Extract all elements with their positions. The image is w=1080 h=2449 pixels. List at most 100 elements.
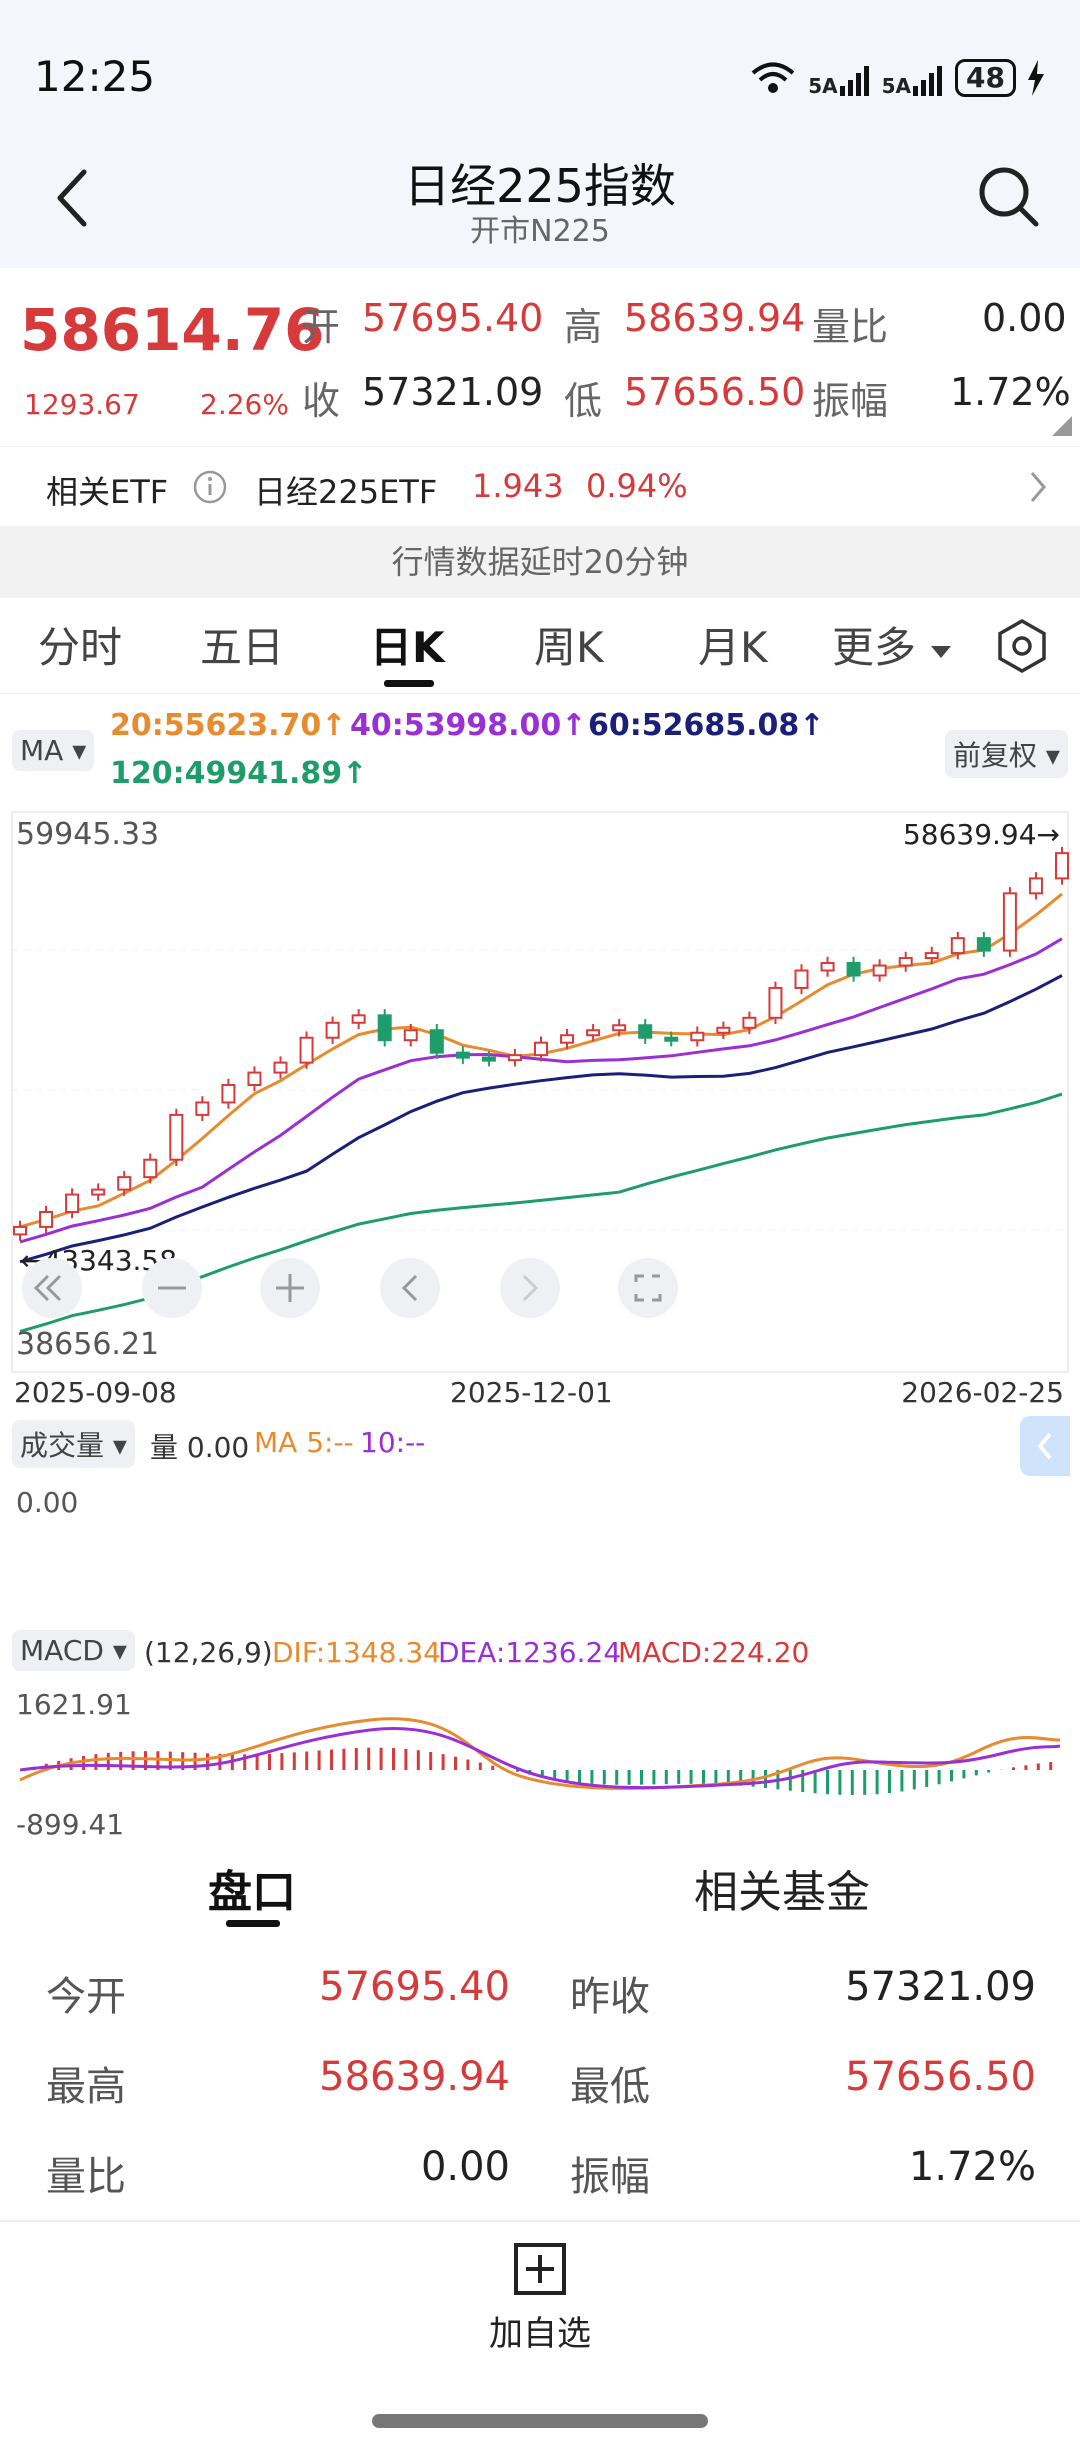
page-title: 日经225指数 — [404, 159, 676, 213]
candle-body — [117, 1176, 132, 1191]
ma-selector[interactable]: MA ▾ — [12, 730, 95, 771]
candle-body — [794, 969, 809, 989]
adjust-selector[interactable]: 前复权 ▾ — [945, 730, 1068, 778]
macd-bar — [987, 1770, 991, 1773]
chevron-left-icon — [1037, 1432, 1052, 1460]
macd-bar — [280, 1753, 284, 1770]
home-indicator[interactable] — [372, 2414, 708, 2428]
quote-panel: 58614.76 1293.67 2.26% 开 57695.40 高 5863… — [0, 268, 1080, 438]
low-value: 57656.50 — [624, 370, 806, 414]
candle-body — [716, 1026, 731, 1034]
macd-bar — [478, 1762, 482, 1770]
candle-body — [91, 1188, 106, 1196]
max-marker: 58639.94→ — [903, 818, 1060, 851]
status-icons: 5A 5A 48 — [748, 56, 1046, 100]
macd-bar — [838, 1770, 842, 1795]
footer-bar: 加自选 — [0, 2220, 1080, 2449]
macd-bar — [144, 1751, 147, 1770]
macd-bar — [962, 1770, 966, 1779]
chevron-right-icon[interactable] — [1026, 469, 1050, 505]
macd-value: MACD:224.20 — [618, 1636, 810, 1669]
tab-more[interactable]: 更多 — [832, 614, 953, 675]
macd-y-top: 1621.91 — [16, 1688, 132, 1721]
side-panel-toggle[interactable] — [1020, 1416, 1070, 1476]
macd-bar — [392, 1748, 395, 1770]
zoom-in-button[interactable] — [260, 1258, 320, 1318]
macd-bar — [850, 1770, 854, 1796]
rewind-button[interactable] — [22, 1258, 82, 1318]
macd-bar — [354, 1748, 358, 1770]
settings-icon[interactable] — [994, 618, 1050, 674]
etf-price: 1.943 — [472, 467, 564, 505]
candle-body — [273, 1061, 288, 1074]
zoom-out-button[interactable] — [142, 1258, 202, 1318]
stat-label: 量比 — [46, 2154, 126, 2200]
macd-bar — [206, 1753, 209, 1770]
related-etf-row[interactable]: 相关ETF 日经225ETF 1.943 0.94% — [0, 446, 1080, 526]
x-label-start: 2025-09-08 — [14, 1376, 177, 1409]
candle-body — [429, 1029, 444, 1054]
tab-monthly-k[interactable]: 月K — [698, 623, 768, 672]
x-label-mid: 2025-12-01 — [450, 1376, 613, 1409]
macd-dif: DIF:1348.34 — [272, 1636, 441, 1669]
pan-right-button[interactable] — [500, 1258, 560, 1318]
charging-icon — [1028, 60, 1044, 96]
stat-value: 58639.94 — [319, 2054, 510, 2100]
signal-1-icon: 5A — [808, 58, 871, 98]
tab-related-funds[interactable]: 相关基金 — [694, 1867, 870, 1918]
macd-bar — [82, 1756, 85, 1770]
candle-body — [195, 1101, 210, 1116]
macd-bar — [342, 1748, 346, 1770]
candle-body — [65, 1193, 80, 1213]
macd-bar — [292, 1752, 296, 1770]
add-watchlist-label: 加自选 — [489, 2314, 591, 2354]
fullscreen-button[interactable] — [618, 1258, 678, 1318]
macd-selector[interactable]: MACD ▾ — [12, 1630, 135, 1671]
corner-expand-icon[interactable] — [1052, 416, 1072, 436]
plus-square-icon — [514, 2243, 566, 2295]
candle-body — [872, 964, 887, 977]
prev-close-value: 57321.09 — [362, 370, 544, 414]
macd-bar — [305, 1751, 309, 1770]
tab-order-book[interactable]: 盘口 — [208, 1867, 296, 1918]
back-icon[interactable] — [52, 168, 92, 228]
adjust-selector-label: 前复权 — [953, 739, 1038, 772]
y-top-label: 59945.33 — [16, 817, 159, 852]
candle-body — [169, 1113, 184, 1161]
candle-body — [898, 957, 913, 967]
macd-bar — [640, 1770, 643, 1785]
vol-ratio-value: 0.00 — [982, 296, 1067, 340]
macd-bar — [950, 1770, 953, 1782]
add-watchlist-button[interactable]: 加自选 — [480, 2242, 600, 2355]
candle-body — [950, 937, 965, 955]
tab-weekly-k[interactable]: 周K — [534, 623, 604, 672]
macd-bar — [441, 1754, 445, 1770]
ma40-value: 40:53998.00↑ — [350, 708, 587, 743]
candle-body — [1002, 892, 1017, 952]
macd-bar — [540, 1770, 544, 1778]
macd-bar — [726, 1770, 730, 1785]
macd-bar — [863, 1770, 867, 1795]
macd-chart — [19, 1717, 1061, 1796]
macd-bar — [677, 1770, 681, 1784]
nav-bar: 日经225指数 开市N225 — [0, 150, 1080, 268]
macd-bar — [416, 1750, 420, 1770]
stat-row: 今开 57695.40 昨收 57321.09 — [0, 1940, 1080, 2030]
macd-bar — [94, 1754, 98, 1770]
pan-left-button[interactable] — [380, 1258, 440, 1318]
macd-histogram — [32, 1747, 1053, 1796]
info-icon[interactable] — [192, 469, 228, 505]
volume-selector[interactable]: 成交量 ▾ — [12, 1420, 135, 1468]
stat-row: 最高 58639.94 最低 57656.50 — [0, 2030, 1080, 2120]
tab-daily-k[interactable]: 日K — [370, 623, 445, 672]
search-icon[interactable] — [976, 164, 1040, 228]
macd-bar — [937, 1770, 941, 1785]
macd-bar — [974, 1770, 978, 1776]
candle-body — [690, 1031, 705, 1042]
kline-chart[interactable]: 59945.33 38656.21 58639.94→ ←43343.58 20… — [0, 810, 1080, 1410]
stat-row: 量比 0.00 振幅 1.72% — [0, 2120, 1080, 2210]
ma60-value: 60:52685.08↑ — [588, 708, 825, 743]
tab-five-day[interactable]: 五日 — [200, 623, 285, 672]
tab-intraday[interactable]: 分时 — [38, 623, 123, 672]
